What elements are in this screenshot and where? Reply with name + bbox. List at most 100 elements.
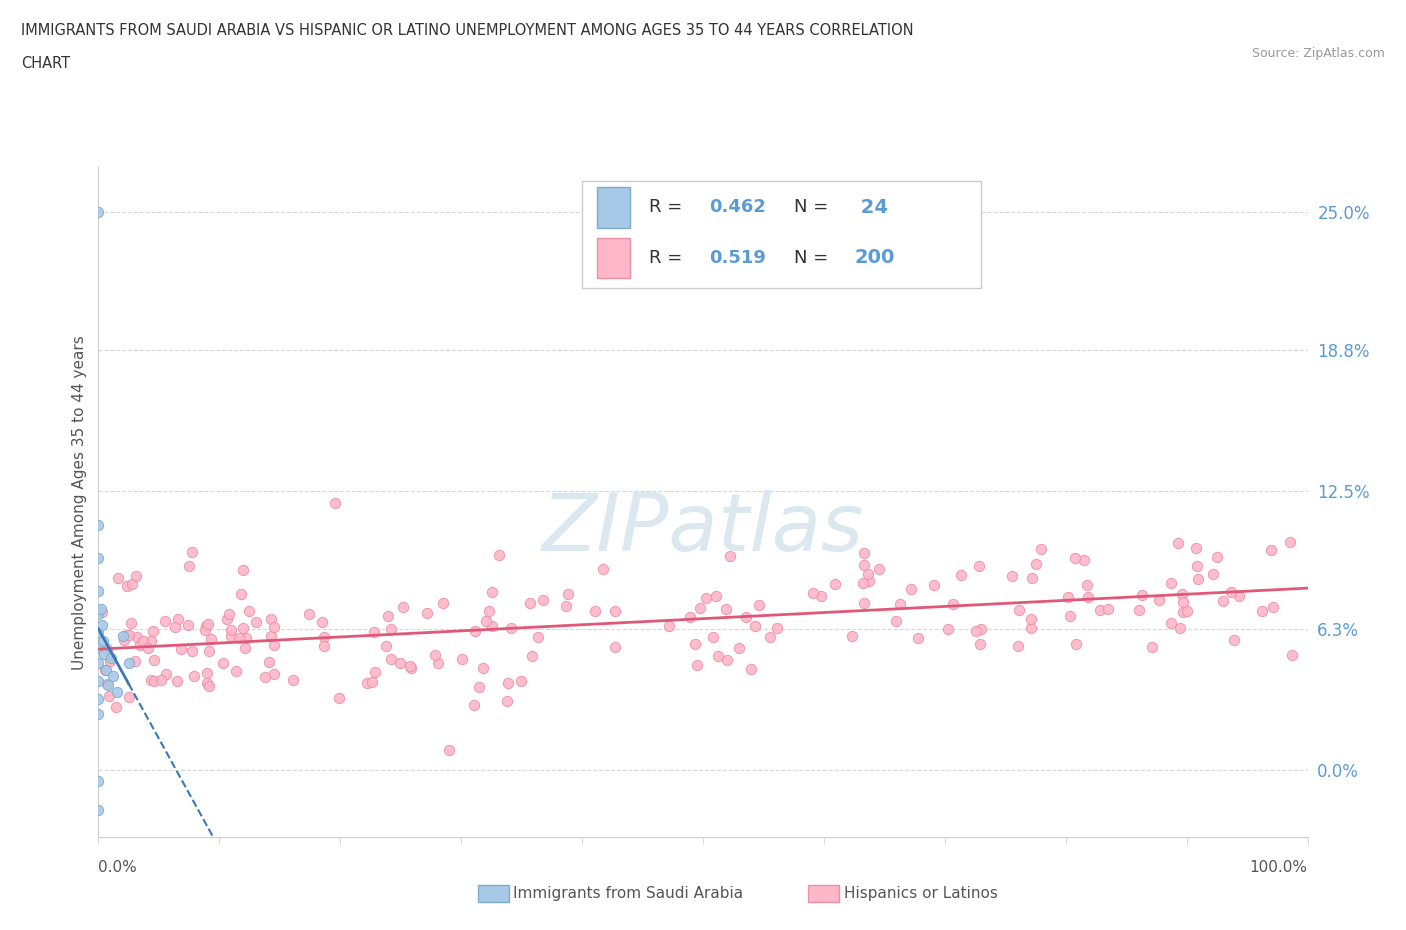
Point: [1160, 616, 1182, 631]
Point: [374, 638, 396, 653]
Point: [969, 636, 991, 651]
Point: [1227, 589, 1250, 604]
Point: [94, 663, 117, 678]
Point: [965, 624, 987, 639]
Point: [167, 612, 190, 627]
Point: [142, 673, 165, 688]
Text: 100.0%: 100.0%: [1250, 860, 1308, 875]
Point: [141, 633, 163, 648]
Point: [228, 631, 250, 646]
Point: [938, 621, 960, 636]
Point: [312, 639, 335, 654]
Point: [1170, 620, 1192, 635]
Point: [592, 562, 614, 577]
Point: [868, 562, 890, 577]
Point: [1185, 540, 1208, 555]
Point: [695, 591, 717, 605]
Point: [177, 618, 200, 632]
Point: [111, 629, 134, 644]
Point: [120, 616, 142, 631]
Point: [229, 587, 252, 602]
Point: [1279, 535, 1302, 550]
Point: [555, 598, 578, 613]
Point: [858, 574, 880, 589]
Point: [1281, 647, 1303, 662]
Point: [263, 638, 285, 653]
Point: [105, 699, 128, 714]
Text: Immigrants from Saudi Arabia: Immigrants from Saudi Arabia: [513, 886, 744, 901]
Text: R =: R =: [648, 198, 688, 217]
Point: [1171, 586, 1194, 601]
Point: [720, 549, 742, 564]
Point: [464, 624, 486, 639]
Point: [263, 620, 285, 635]
Point: [1001, 568, 1024, 583]
Point: [907, 631, 929, 645]
Point: [735, 610, 758, 625]
Point: [91, 618, 114, 632]
Text: 0.0%: 0.0%: [98, 860, 138, 875]
Point: [679, 609, 702, 624]
Point: [432, 595, 454, 610]
Point: [197, 679, 219, 694]
Text: Source: ZipAtlas.com: Source: ZipAtlas.com: [1251, 46, 1385, 60]
Point: [727, 641, 749, 656]
Point: [94, 662, 117, 677]
Point: [1090, 603, 1112, 618]
Point: [361, 675, 384, 690]
Point: [183, 668, 205, 683]
Text: CHART: CHART: [21, 56, 70, 71]
Point: [118, 690, 141, 705]
Point: [87, 606, 110, 621]
Point: [87, 707, 110, 722]
Point: [603, 639, 626, 654]
Point: [463, 698, 485, 713]
Point: [1059, 608, 1081, 623]
Point: [142, 623, 165, 638]
Point: [1076, 590, 1098, 604]
Point: [257, 655, 280, 670]
Bar: [596, 187, 630, 228]
Point: [801, 586, 824, 601]
Point: [1008, 603, 1031, 618]
Point: [1260, 543, 1282, 558]
Point: [245, 615, 267, 630]
Point: [219, 629, 242, 644]
Point: [399, 658, 422, 673]
Point: [758, 630, 780, 644]
Point: [356, 676, 378, 691]
Point: [1064, 637, 1087, 652]
Point: [328, 691, 350, 706]
Point: [841, 628, 863, 643]
Point: [478, 604, 501, 618]
Point: [716, 653, 738, 668]
Point: [1167, 536, 1189, 551]
Point: [392, 599, 415, 614]
Point: [1097, 602, 1119, 617]
Point: [824, 577, 846, 591]
Point: [853, 546, 876, 561]
Point: [1187, 572, 1209, 587]
Point: [136, 641, 159, 656]
Point: [149, 672, 172, 687]
Point: [225, 663, 247, 678]
Text: N =: N =: [793, 198, 828, 217]
Point: [200, 631, 222, 646]
Point: [259, 612, 281, 627]
Point: [115, 578, 138, 593]
Point: [471, 660, 494, 675]
Point: [942, 597, 965, 612]
Point: [115, 628, 138, 643]
Point: [488, 548, 510, 563]
Text: 24: 24: [855, 198, 889, 217]
Point: [235, 631, 257, 645]
Point: [475, 614, 498, 629]
Point: [91, 633, 114, 648]
Point: [702, 630, 724, 644]
Point: [377, 609, 399, 624]
Text: Hispanics or Latinos: Hispanics or Latinos: [844, 886, 997, 901]
Point: [401, 661, 423, 676]
Point: [215, 611, 238, 626]
Point: [232, 563, 254, 578]
Point: [233, 641, 256, 656]
